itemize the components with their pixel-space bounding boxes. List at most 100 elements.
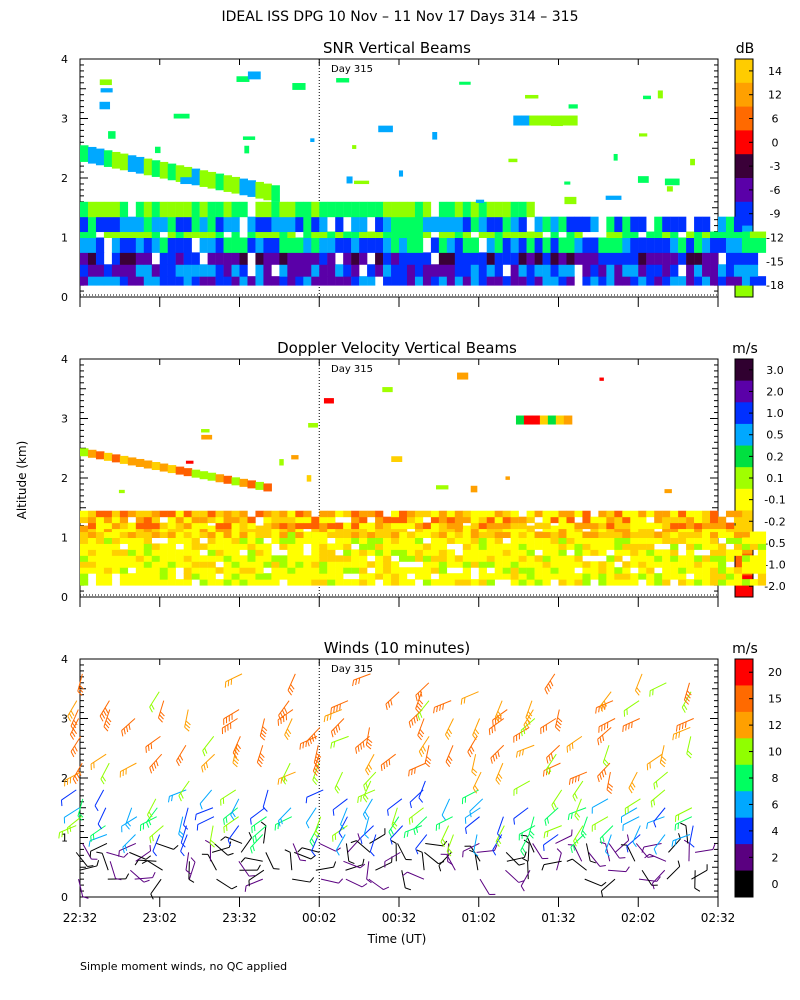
doppler-cell [566, 543, 575, 550]
wind-barb-flag [385, 761, 388, 768]
snr-cell [311, 201, 320, 218]
wind-barb-flag [573, 840, 577, 847]
doppler-cell [95, 510, 105, 518]
wind-barb-flag [528, 833, 534, 839]
colorbar-label: -0.2 [764, 515, 785, 528]
wind-barb-flag [523, 851, 527, 858]
snr-cell [215, 276, 224, 286]
snr-cell [383, 252, 392, 265]
doppler-cell [614, 555, 623, 562]
wind-barb-flag [231, 885, 238, 890]
doppler-cell [654, 522, 663, 530]
wind-barb-flag [261, 729, 267, 735]
doppler-cell [287, 555, 296, 562]
doppler-cell [239, 567, 248, 574]
doppler-cell [201, 429, 210, 433]
wind-barb-flag [360, 837, 363, 844]
snr-cell [87, 216, 97, 233]
snr-cell [271, 185, 280, 202]
snr-cell [638, 252, 647, 265]
snr-cell [167, 216, 176, 233]
snr-cell [231, 216, 240, 233]
colorbar-label: -15 [766, 255, 784, 268]
snr-cell [733, 264, 743, 277]
wind-barb [605, 843, 611, 862]
day-marker-label-winds: Day 315 [331, 664, 373, 675]
doppler-cell [199, 561, 208, 568]
colorbar-segment [735, 659, 753, 686]
wind-barb-flag [680, 822, 687, 827]
doppler-cell [103, 522, 113, 530]
snr-cell [159, 237, 168, 253]
doppler-cell [757, 537, 767, 544]
doppler-cell [167, 549, 176, 556]
snr-cell [263, 183, 272, 201]
wind-barb-flag [659, 762, 666, 768]
figure-title: IDEAL ISS DPG 10 Nov – 11 Nov 17 Days 31… [222, 9, 579, 25]
doppler-cell [119, 579, 129, 586]
wind-barb-flag [66, 827, 69, 834]
doppler-cell [558, 567, 567, 574]
snr-cell [733, 231, 743, 238]
doppler-cell [263, 561, 272, 568]
wind-barb [89, 834, 108, 842]
snr-cell [526, 237, 535, 253]
doppler-cell [518, 543, 527, 550]
snr-cell [432, 132, 438, 140]
snr-cell [582, 276, 591, 286]
doppler-cell [526, 525, 535, 533]
snr-cell [207, 171, 217, 189]
doppler-cell [223, 555, 232, 562]
wind-barb-flag [149, 845, 152, 852]
doppler-cell [574, 555, 583, 562]
doppler-cell [733, 573, 743, 580]
doppler-cell [159, 549, 168, 556]
doppler-cell [406, 555, 416, 562]
doppler-cell [327, 516, 336, 524]
snr-cell [375, 216, 384, 233]
doppler-cell [478, 555, 487, 562]
wind-barb-flag [201, 766, 204, 773]
wind-barb-flag [574, 815, 579, 821]
doppler-cell [555, 415, 565, 425]
wind-barb [604, 834, 612, 852]
doppler-cell [574, 510, 583, 518]
doppler-cell [470, 510, 479, 518]
wind-barb-flag [160, 711, 165, 717]
doppler-cell [319, 573, 328, 580]
doppler-cell [534, 537, 543, 544]
doppler-cell [135, 510, 145, 518]
doppler-cell [183, 561, 192, 568]
doppler-cell [470, 579, 479, 586]
wind-barb-flag [313, 762, 320, 768]
snr-cell [207, 237, 216, 253]
wind-barb [180, 834, 188, 852]
doppler-cell [542, 579, 551, 586]
colorbar-label: -9 [770, 208, 781, 221]
wind-barb [188, 861, 190, 880]
snr-cell [702, 216, 711, 233]
doppler-cell [614, 567, 623, 574]
doppler-cell [143, 460, 153, 469]
wind-barb [335, 834, 346, 851]
wind-barb [97, 807, 107, 825]
doppler-cell [103, 573, 113, 580]
doppler-cell [414, 510, 424, 518]
doppler-cell [183, 579, 192, 586]
doppler-cell [494, 516, 503, 524]
snr-cell [446, 237, 456, 253]
doppler-cell [638, 567, 647, 574]
doppler-cell [87, 543, 97, 550]
snr-cell [127, 216, 137, 233]
wind-barb-flag [653, 848, 657, 855]
snr-cell [383, 276, 392, 286]
snr-cell [151, 216, 160, 233]
snr-cell [678, 252, 687, 265]
snr-cell [167, 276, 176, 286]
doppler-cell [303, 555, 312, 562]
snr-cell [526, 264, 535, 277]
doppler-cell [95, 561, 105, 568]
wind-barb [425, 842, 444, 847]
doppler-cell [95, 555, 105, 562]
y-tick-label: 3 [61, 113, 68, 126]
